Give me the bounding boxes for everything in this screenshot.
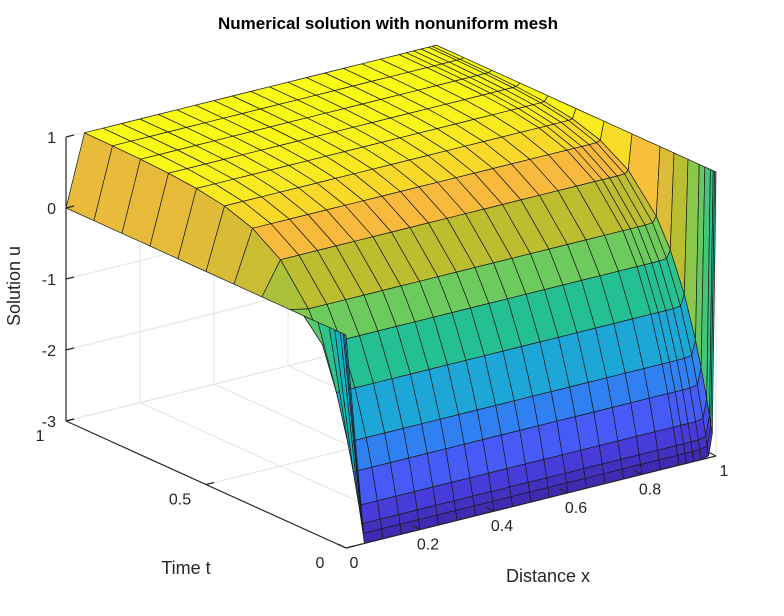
z-tick-label: 1 [47, 130, 56, 147]
z-tick [65, 134, 75, 138]
x-tick-label: 0.2 [417, 537, 439, 554]
x-axis-line [345, 455, 717, 549]
y-tick [345, 545, 355, 549]
z-tick-label: -1 [42, 272, 56, 289]
z-tick-label: -3 [42, 414, 56, 431]
z-tick [65, 418, 75, 422]
x-tick [485, 506, 495, 512]
x-tick-label: 0.4 [491, 518, 513, 535]
y-tick [205, 481, 215, 486]
x-tick-label: 0.6 [565, 500, 587, 517]
y-tick-label: 1 [36, 428, 45, 445]
z-tick [65, 347, 75, 351]
y-tick-label: 0.5 [169, 492, 191, 509]
x-tick [411, 525, 421, 531]
x-tick-label: 0.8 [639, 481, 661, 498]
x-axis-label: Distance x [506, 566, 590, 586]
x-tick [559, 488, 569, 494]
y-axis-label: Time t [161, 558, 210, 578]
y-tick-label: 0 [316, 555, 325, 572]
z-tick [65, 205, 75, 209]
surface-patch [710, 171, 717, 434]
z-tick [65, 276, 75, 280]
grid-line [65, 44, 437, 138]
x-tick [633, 469, 643, 475]
chart-title: Numerical solution with nonuniform mesh [218, 14, 558, 33]
z-tick-label: -2 [42, 343, 56, 360]
z-tick-label: 0 [47, 201, 56, 218]
z-axis-label: Solution u [4, 246, 24, 326]
x-tick-label: 1 [720, 463, 729, 480]
surface-layer [65, 44, 717, 544]
x-tick-label: 0 [350, 555, 359, 572]
x-tick [707, 451, 717, 457]
